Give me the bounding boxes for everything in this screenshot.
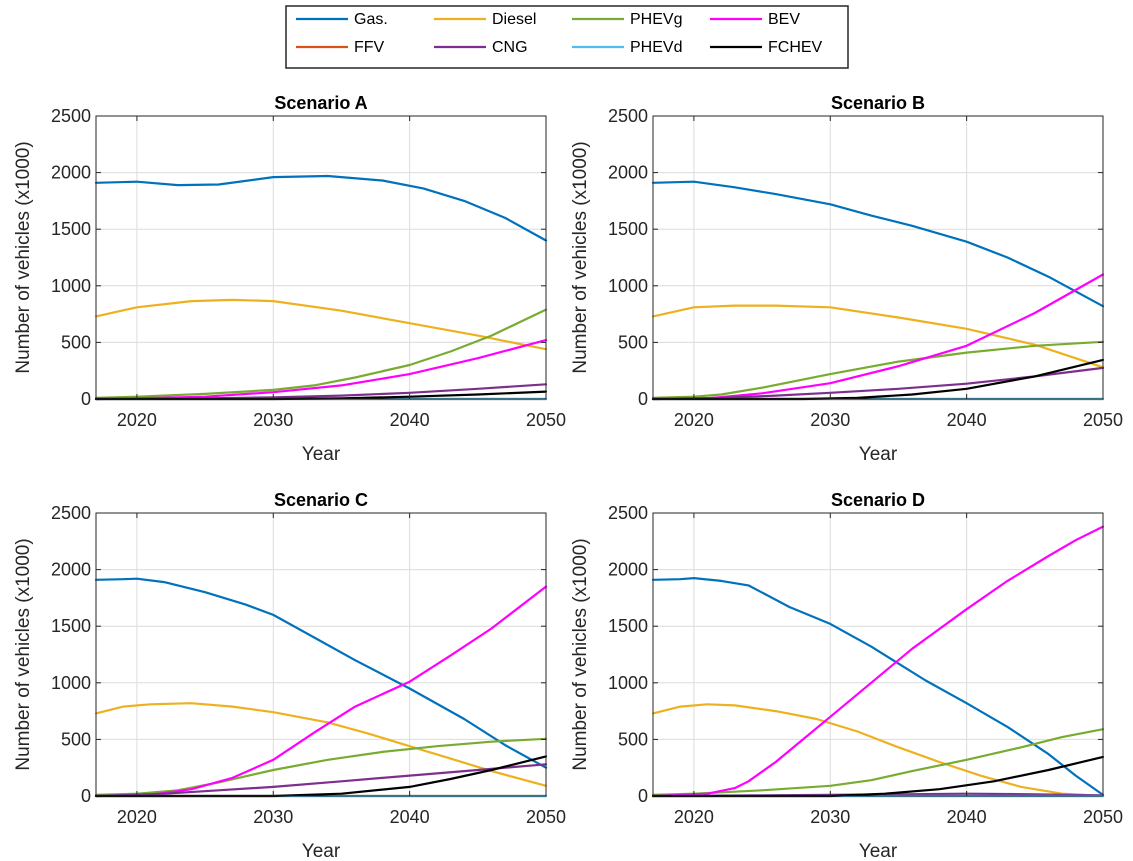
axes-box bbox=[95, 512, 547, 797]
x-tick-label: 2040 bbox=[390, 807, 430, 827]
panel-title: Scenario D bbox=[831, 490, 925, 510]
y-tick-label: 0 bbox=[81, 786, 91, 806]
x-tick-label: 2050 bbox=[526, 807, 566, 827]
y-tick-label: 500 bbox=[618, 332, 648, 352]
legend-label-bev: BEV bbox=[768, 11, 800, 28]
series-line-phevg bbox=[651, 728, 1105, 797]
y-axis-label: Number of vehicles (x1000) bbox=[570, 538, 591, 770]
series-line-cng bbox=[94, 763, 548, 798]
series-line-bev bbox=[651, 525, 1105, 798]
series-line-diesel bbox=[651, 703, 1105, 798]
legend-box bbox=[285, 5, 849, 69]
legend-label-phevd: PHEVd bbox=[630, 39, 682, 56]
panel-scenario-d: 2020 2030 2040 2050 0 500 1000 1500 2000 2500 Scen… bbox=[570, 490, 1123, 861]
panel-scenario-c: 2020 2030 2040 2050 0 500 1000 1500 2000 2500 Scen… bbox=[13, 490, 566, 861]
series-line-phevg bbox=[94, 308, 548, 399]
series-line-gas bbox=[94, 577, 548, 769]
x-tick-label: 2020 bbox=[674, 807, 714, 827]
x-tick-label: 2020 bbox=[117, 807, 157, 827]
y-tick-label: 2500 bbox=[51, 106, 91, 126]
x-axis-label: Year bbox=[859, 444, 898, 465]
y-tick-label: 1000 bbox=[51, 673, 91, 693]
y-tick-label: 500 bbox=[61, 332, 91, 352]
series-line-gas bbox=[651, 576, 1105, 797]
plot-area bbox=[96, 116, 546, 399]
legend-label-phevg: PHEVg bbox=[630, 11, 682, 28]
x-tick-label: 2030 bbox=[810, 807, 850, 827]
y-tick-label: 0 bbox=[81, 389, 91, 409]
legend-label-cng: CNG bbox=[492, 39, 528, 56]
y-axis-label: Number of vehicles (x1000) bbox=[13, 538, 34, 770]
legend: Gas. Diesel PHEVg BEV FFV CNG PHEVd FCHEV bbox=[285, 5, 849, 69]
panel-title: Scenario C bbox=[274, 490, 368, 510]
panel-scenario-b: 2020 2030 2040 2050 0 500 1000 1500 2000 2500 Scen… bbox=[570, 93, 1123, 465]
y-tick-label: 1500 bbox=[51, 219, 91, 239]
plot-area bbox=[96, 513, 546, 796]
series-line-bev bbox=[94, 585, 548, 798]
y-tick-label: 1500 bbox=[608, 616, 648, 636]
x-tick-label: 2050 bbox=[1083, 410, 1123, 430]
x-axis-label: Year bbox=[302, 444, 341, 465]
y-axis-label: Number of vehicles (x1000) bbox=[13, 141, 34, 373]
y-tick-label: 2000 bbox=[51, 560, 91, 580]
y-tick-label: 2500 bbox=[608, 503, 648, 523]
legend-label-ffv: FFV bbox=[354, 39, 385, 56]
x-tick-label: 2030 bbox=[253, 807, 293, 827]
y-tick-label: 500 bbox=[618, 729, 648, 749]
axes-box bbox=[652, 115, 1104, 400]
y-tick-label: 1000 bbox=[51, 276, 91, 296]
chart-panels: 2020 2030 2040 2050 0 500 1000 1500 2000 2500 Scen… bbox=[13, 93, 1123, 861]
y-tick-label: 1500 bbox=[51, 616, 91, 636]
series-line-phevg bbox=[94, 737, 548, 797]
legend-label-diesel: Diesel bbox=[492, 11, 536, 28]
series-line-diesel bbox=[651, 304, 1105, 369]
y-tick-label: 2500 bbox=[51, 503, 91, 523]
panel-title: Scenario A bbox=[274, 93, 367, 113]
x-tick-label: 2050 bbox=[526, 410, 566, 430]
series-line-diesel bbox=[94, 702, 548, 787]
series-line-diesel bbox=[94, 298, 548, 351]
x-axis-label: Year bbox=[859, 841, 898, 861]
series-line-gas bbox=[651, 180, 1105, 308]
y-tick-label: 500 bbox=[61, 729, 91, 749]
x-tick-label: 2030 bbox=[810, 410, 850, 430]
legend-label-fchev: FCHEV bbox=[768, 39, 823, 56]
x-tick-label: 2040 bbox=[947, 410, 987, 430]
x-tick-label: 2020 bbox=[674, 410, 714, 430]
series-line-phevg bbox=[651, 340, 1105, 399]
axes-box bbox=[652, 512, 1104, 797]
y-tick-label: 0 bbox=[638, 786, 648, 806]
axes-box bbox=[95, 115, 547, 400]
panel-title: Scenario B bbox=[831, 93, 925, 113]
series-line-gas bbox=[94, 174, 548, 242]
x-tick-label: 2020 bbox=[117, 410, 157, 430]
x-tick-label: 2030 bbox=[253, 410, 293, 430]
y-tick-label: 2500 bbox=[608, 106, 648, 126]
x-tick-label: 2040 bbox=[947, 807, 987, 827]
x-tick-label: 2040 bbox=[390, 410, 430, 430]
legend-label-gas: Gas. bbox=[354, 11, 388, 28]
plot-area bbox=[653, 513, 1103, 796]
x-tick-label: 2050 bbox=[1083, 807, 1123, 827]
y-axis-label: Number of vehicles (x1000) bbox=[570, 141, 591, 373]
y-tick-label: 1000 bbox=[608, 673, 648, 693]
plot-area bbox=[653, 116, 1103, 399]
y-tick-label: 2000 bbox=[608, 560, 648, 580]
y-tick-label: 1500 bbox=[608, 219, 648, 239]
y-tick-label: 0 bbox=[638, 389, 648, 409]
x-axis-label: Year bbox=[302, 841, 341, 861]
y-tick-label: 2000 bbox=[51, 163, 91, 183]
panel-scenario-a: 2020 2030 2040 2050 0 500 1000 1500 2000 2500 Scen… bbox=[13, 93, 566, 465]
y-tick-label: 2000 bbox=[608, 163, 648, 183]
y-tick-label: 1000 bbox=[608, 276, 648, 296]
